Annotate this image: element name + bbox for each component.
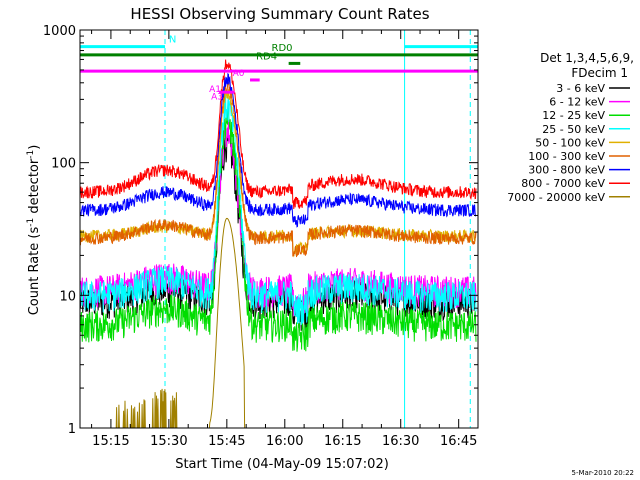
chart-title: HESSI Observing Summary Count Rates	[130, 5, 429, 23]
y-axis-label: Count Rate (s-1 detector-1)	[26, 145, 42, 316]
legend-item-7: 800 - 7000 keV	[521, 177, 630, 190]
x-tick-label-0: 15:15	[92, 434, 129, 449]
attenuator-label-2: A3	[211, 92, 223, 102]
x-tick-label-6: 16:45	[440, 434, 477, 449]
legend-label-4: 50 - 100 keV	[535, 136, 605, 149]
legend-item-0: 3 - 6 keV	[556, 82, 630, 95]
footer-timestamp: 5-Mar-2010 20:22	[572, 469, 634, 477]
legend-label-2: 12 - 25 keV	[542, 109, 605, 122]
legend-label-6: 300 - 800 keV	[528, 164, 605, 177]
y-axis-label-main: Count Rate (s	[27, 227, 42, 316]
plot-frame	[79, 29, 479, 429]
legend-label-5: 100 - 300 keV	[528, 150, 605, 163]
legend-label-0: 3 - 6 keV	[556, 82, 605, 95]
legend-item-5: 100 - 300 keV	[528, 150, 630, 163]
legend-item-8: 7000 - 20000 keV	[507, 191, 630, 204]
y-axis-label-sup1: -1	[26, 218, 36, 227]
attenuator-label-1: A0	[233, 69, 245, 79]
flag-label-0: N	[169, 35, 176, 46]
legend-label-8: 7000 - 20000 keV	[507, 191, 605, 204]
legend-label-7: 800 - 7000 keV	[521, 177, 605, 190]
series-line-6	[79, 72, 477, 228]
y-axis-label-sup2: -1	[26, 150, 36, 159]
attenuator-label-0: A1	[209, 85, 221, 95]
x-tick-label-1: 15:30	[150, 434, 187, 449]
legend-item-4: 50 - 100 keV	[535, 136, 630, 149]
x-tick-label-3: 16:00	[266, 434, 303, 449]
series-line-5	[79, 81, 477, 258]
legend-item-2: 12 - 25 keV	[542, 109, 630, 122]
y-tick-label-3: 1000	[43, 24, 76, 39]
legend-label-1: 6 - 12 keV	[549, 96, 605, 109]
y-axis-label-end: )	[27, 145, 42, 150]
y-axis-label-mid: detector	[27, 158, 42, 218]
legend-header-1: Det 1,3,4,5,6,9,	[540, 51, 634, 65]
y-tick-label-1: 10	[59, 289, 76, 304]
legend-item-1: 6 - 12 keV	[549, 96, 630, 109]
y-tick-label-0: 1	[68, 422, 76, 437]
x-tick-label-4: 16:15	[324, 434, 361, 449]
legend-label-3: 25 - 50 keV	[542, 123, 605, 136]
legend-item-6: 300 - 800 keV	[528, 164, 630, 177]
x-axis-label: Start Time (04-May-09 15:07:02)	[175, 457, 389, 472]
flag-label-1: RD0	[272, 43, 293, 54]
x-tick-label-2: 15:45	[208, 434, 245, 449]
axes: 15:15 15:30 15:45 16:00 16:15 16:30 16:45 1 10 10…	[43, 24, 479, 449]
series-line-7	[79, 59, 477, 210]
plot-area	[79, 30, 477, 429]
flag-label-2: RD4	[256, 51, 277, 62]
legend-item-3: 25 - 50 keV	[542, 123, 630, 136]
x-tick-label-5: 16:30	[382, 434, 419, 449]
series-line-3	[79, 93, 477, 326]
y-tick-label-2: 100	[51, 157, 76, 172]
legend-header-2: FDecim 1	[571, 66, 628, 80]
